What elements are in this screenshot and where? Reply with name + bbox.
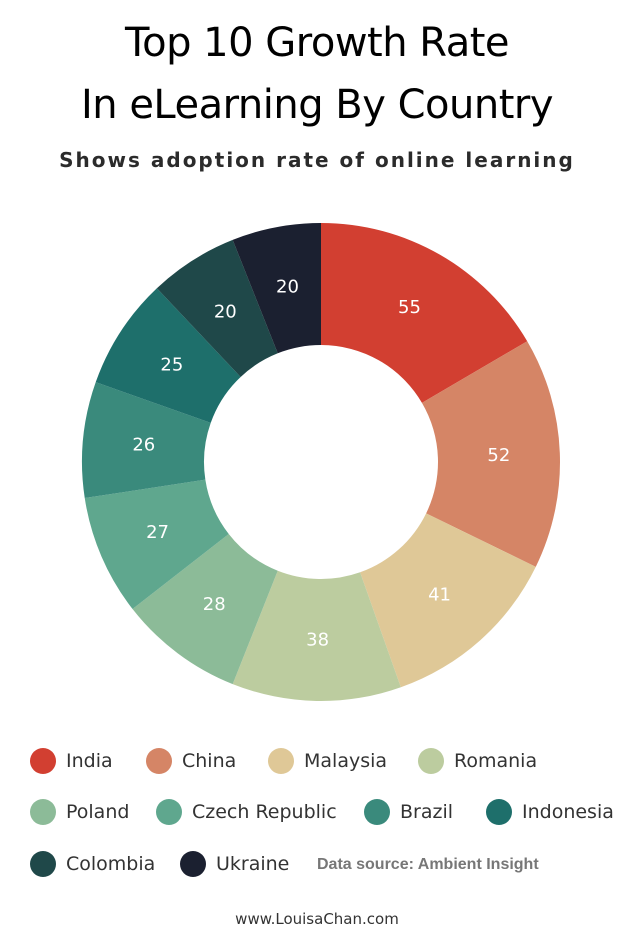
legend-item: Romania	[418, 746, 537, 776]
legend-item: China	[146, 746, 236, 776]
slice-malaysia	[360, 513, 536, 688]
slice-value-label: 52	[487, 445, 510, 466]
slice-value-label: 55	[398, 297, 421, 318]
legend-item: Poland	[30, 797, 129, 827]
legend-swatch	[30, 851, 56, 877]
chart-title-line1: Top 10 Growth Rate	[124, 20, 510, 66]
legend-swatch	[486, 799, 512, 825]
slice-colombia	[156, 239, 278, 377]
legend: India China Malaysia Romania Poland Czech Rep…	[0, 740, 634, 890]
slice-china	[421, 341, 560, 567]
slice-value-label: 20	[276, 277, 299, 298]
legend-label: Brazil	[400, 801, 454, 823]
footer-url: www.LouisaChan.com	[235, 910, 399, 928]
legend-label: Indonesia	[522, 801, 614, 823]
legend-label: India	[66, 750, 113, 772]
legend-swatch	[146, 748, 172, 774]
legend-swatch	[268, 748, 294, 774]
slice-value-label: 25	[160, 354, 183, 375]
chart-title-line2: In eLearning By Country	[80, 82, 554, 128]
slice-value-label: 41	[428, 584, 451, 605]
slice-value-label: 28	[203, 594, 226, 615]
legend-swatch	[180, 851, 206, 877]
legend-swatch	[156, 799, 182, 825]
slice-value-label: 20	[214, 301, 237, 322]
legend-swatch	[364, 799, 390, 825]
slice-poland	[132, 533, 278, 685]
chart-subtitle: Shows adoption rate of online learning	[59, 148, 575, 172]
legend-label: Malaysia	[304, 750, 388, 772]
slice-brazil	[82, 382, 211, 499]
legend-item: Brazil	[364, 797, 453, 827]
slice-romania	[232, 570, 401, 701]
legend-label: Romania	[454, 750, 538, 772]
slice-ukraine	[232, 223, 321, 354]
data-source: Data source: Ambient Insight	[317, 856, 539, 873]
legend-swatch	[418, 748, 444, 774]
legend-item: India	[30, 746, 113, 776]
legend-swatch	[30, 748, 56, 774]
legend-swatch	[30, 799, 56, 825]
legend-item: Indonesia	[486, 797, 614, 827]
legend-label: Ukraine	[216, 853, 290, 875]
slice-indonesia	[95, 288, 241, 423]
legend-item: Czech Republic	[156, 797, 337, 827]
legend-item: Ukraine	[180, 849, 289, 879]
legend-label: Poland	[66, 801, 130, 823]
legend-item: Malaysia	[268, 746, 387, 776]
donut-chart: 55 52 41 38 28 27 26 25 20 20	[82, 223, 560, 701]
slice-value-label: 38	[306, 629, 329, 650]
legend-label: Czech Republic	[192, 801, 337, 823]
legend-label: Colombia	[66, 853, 156, 875]
legend-item: Colombia	[30, 849, 155, 879]
slice-czech-republic	[84, 479, 229, 609]
slice-value-label: 26	[132, 435, 155, 456]
slice-value-label: 27	[146, 522, 169, 543]
legend-label: China	[182, 750, 237, 772]
slice-india	[321, 223, 528, 403]
